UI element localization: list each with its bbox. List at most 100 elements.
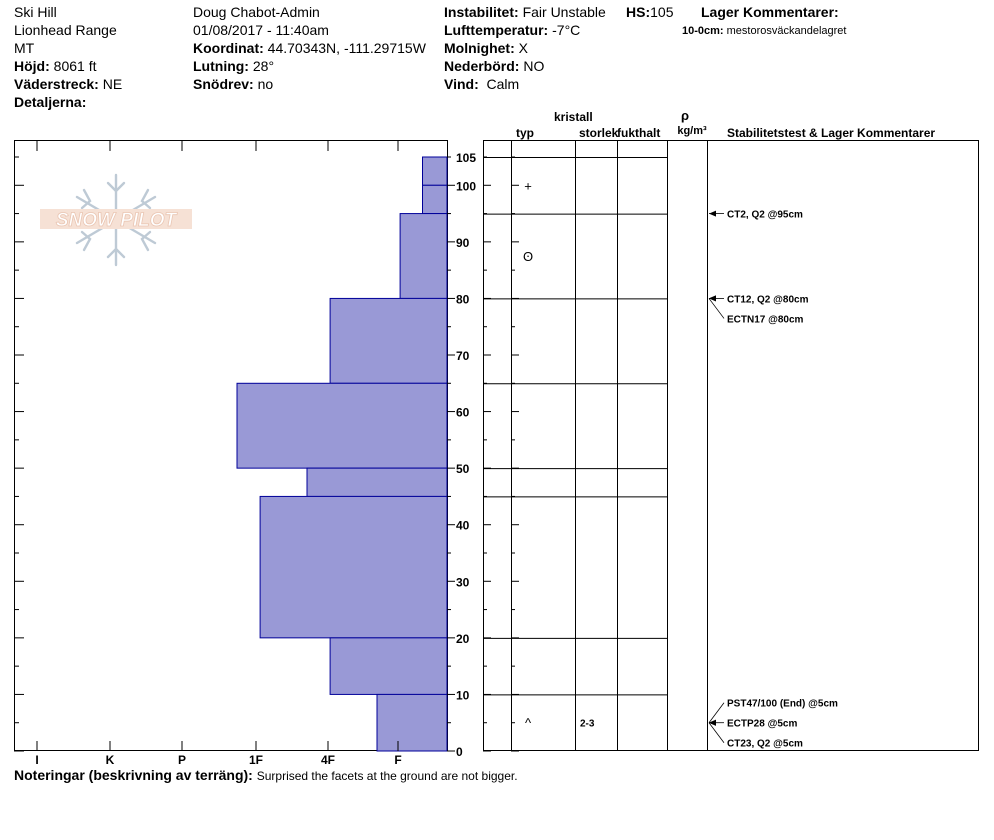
depth-tick-label: 10: [456, 688, 470, 702]
blowing-snow-label: Snödrev:: [193, 76, 254, 92]
type-header: typ: [516, 126, 534, 140]
aspect-value: NE: [102, 76, 123, 92]
depth-tick-label: 30: [456, 575, 470, 589]
crystal-symbols: + ʘ ^ 2-3: [523, 178, 595, 730]
wind-label: Vind:: [444, 76, 479, 92]
blowing-snow-value: no: [257, 76, 274, 92]
hardness-tick-label: I: [35, 753, 38, 767]
depth-tick-label: 50: [456, 462, 470, 476]
range-name: Lionhead Range: [14, 22, 117, 38]
details-label: Detaljerna:: [14, 94, 87, 110]
cloud-cover-value: X: [518, 40, 528, 56]
hardness-bar: [399, 213, 448, 299]
hardness-bar: [329, 297, 448, 384]
slope-value: 28°: [252, 58, 275, 74]
cloud-cover-label: Molnighet:: [444, 40, 515, 56]
test-pointer-line: [708, 298, 725, 319]
stability-test-label: PST47/100 (End) @5cm: [727, 699, 838, 710]
stability-header: Stabilitetstest & Lager Kommentarer: [727, 126, 935, 140]
air-temp-label: Lufttemperatur:: [444, 22, 549, 38]
air-temp-value: -7°C: [552, 22, 581, 38]
hardness-tick-label: K: [106, 753, 115, 767]
layer-boundaries: [483, 157, 667, 696]
depth-axis: 0 10 20 30 40 50 60 70 80 90 100 105: [14, 151, 476, 759]
hardness-bar: [259, 495, 448, 639]
stability-test-label: CT23, Q2 @5cm: [727, 739, 803, 750]
instability-field: Instabilitet: Fair Unstable: [444, 4, 606, 21]
stability-test-label: ECTP28 @5cm: [727, 719, 797, 730]
slope-field: Lutning: 28°: [193, 58, 274, 75]
crystal-type-symbol: ʘ: [523, 249, 533, 264]
size-header: storlek: [579, 126, 619, 140]
depth-tick-label: 90: [456, 236, 470, 250]
depth-tick-label: 40: [456, 519, 470, 533]
crystal-type-symbol: +: [524, 178, 532, 193]
stability-test-label: CT12, Q2 @80cm: [727, 294, 809, 305]
hardness-bar: [236, 382, 448, 469]
snow-height-value: 105: [650, 4, 674, 20]
coordinate-value: 44.70343N, -111.29715W: [267, 40, 426, 56]
test-pointer-arrow: [709, 295, 716, 302]
elevation-field: Höjd: 8061 ft: [14, 58, 96, 75]
hardness-bar: [329, 637, 448, 695]
air-temp-field: Lufttemperatur: -7°C: [444, 22, 580, 39]
notes-field: Noteringar (beskrivning av terräng): Sur…: [14, 767, 518, 785]
aspect-field: Väderstreck: NE: [14, 76, 122, 93]
state-name: MT: [14, 40, 35, 56]
test-pointer-arrow: [709, 719, 716, 726]
layer-table-frame: [483, 140, 979, 751]
precipitation-field: Nederbörd: NO: [444, 58, 544, 75]
stability-test-label: CT2, Q2 @95cm: [727, 210, 803, 221]
hardness-axis: I K P 1F 4F F: [35, 141, 402, 767]
crystal-header: kristall: [554, 110, 593, 124]
hardness-tick-label: 4F: [321, 753, 335, 767]
depth-tick-label: 100: [456, 179, 476, 193]
hardness-bars: [236, 156, 448, 752]
instability-value: Fair Unstable: [522, 4, 606, 20]
coordinate-label: Koordinat:: [193, 40, 264, 56]
depth-tick-label: 70: [456, 349, 470, 363]
location-name: Ski Hill: [14, 4, 57, 20]
depth-tick-label: 60: [456, 406, 470, 420]
observer-name: Doug Chabot-Admin: [193, 4, 320, 20]
instability-label: Instabilitet:: [444, 4, 519, 20]
hardness-tick-label: P: [178, 753, 186, 767]
hardness-bar: [376, 693, 448, 752]
layer-comment: 10-0cm: mestorosväckandelagret: [682, 23, 846, 40]
depth-tick-label: 0: [456, 745, 463, 759]
hardness-tick-label: 1F: [249, 753, 263, 767]
layer-comments-title: Lager Kommentarer:: [701, 4, 839, 20]
snow-height-label: HS:: [626, 4, 651, 20]
hardness-bar: [422, 184, 448, 215]
stability-tests: PST47/100 (End) @5cm ECTP28 @5cm CT23, Q2 …: [708, 210, 838, 750]
observation-datetime: 01/08/2017 - 11:40am: [193, 22, 329, 38]
layer-comment-text: mestorosväckandelagret: [726, 25, 847, 37]
depth-tick-label: 80: [456, 292, 470, 306]
slope-label: Lutning:: [193, 58, 249, 74]
elevation-label: Höjd:: [14, 58, 50, 74]
snowpilot-logo: SNOW PILOT: [40, 173, 192, 267]
hardness-tick-label: F: [394, 753, 401, 767]
layer-comment-depth: 10-0cm:: [682, 25, 724, 37]
coordinate-field: Koordinat: 44.70343N, -111.29715W: [193, 40, 426, 57]
depth-tick-label: 20: [456, 632, 470, 646]
logo-text: SNOW PILOT: [56, 210, 178, 231]
snow-height-field: HS:105: [626, 4, 673, 21]
hardness-bar: [422, 156, 448, 186]
precipitation-value: NO: [523, 58, 545, 74]
test-pointer-line: [708, 702, 725, 723]
density-unit: kg/m³: [677, 125, 707, 137]
hardness-bar: [306, 467, 448, 497]
aspect-label: Väderstreck:: [14, 76, 99, 92]
wind-value: Calm: [486, 76, 520, 92]
depth-tick-label: 105: [456, 151, 476, 165]
stability-test-label: ECTN17 @80cm: [727, 314, 804, 325]
notes-text: Surprised the facets at the ground are n…: [256, 769, 518, 783]
precipitation-label: Nederbörd:: [444, 58, 520, 74]
layer-table-ticks: [483, 156, 519, 752]
density-symbol: ρ: [681, 108, 689, 123]
test-pointer-line: [708, 722, 725, 743]
moisture-header: fukthalt: [617, 126, 660, 140]
elevation-value: 8061 ft: [53, 58, 97, 74]
